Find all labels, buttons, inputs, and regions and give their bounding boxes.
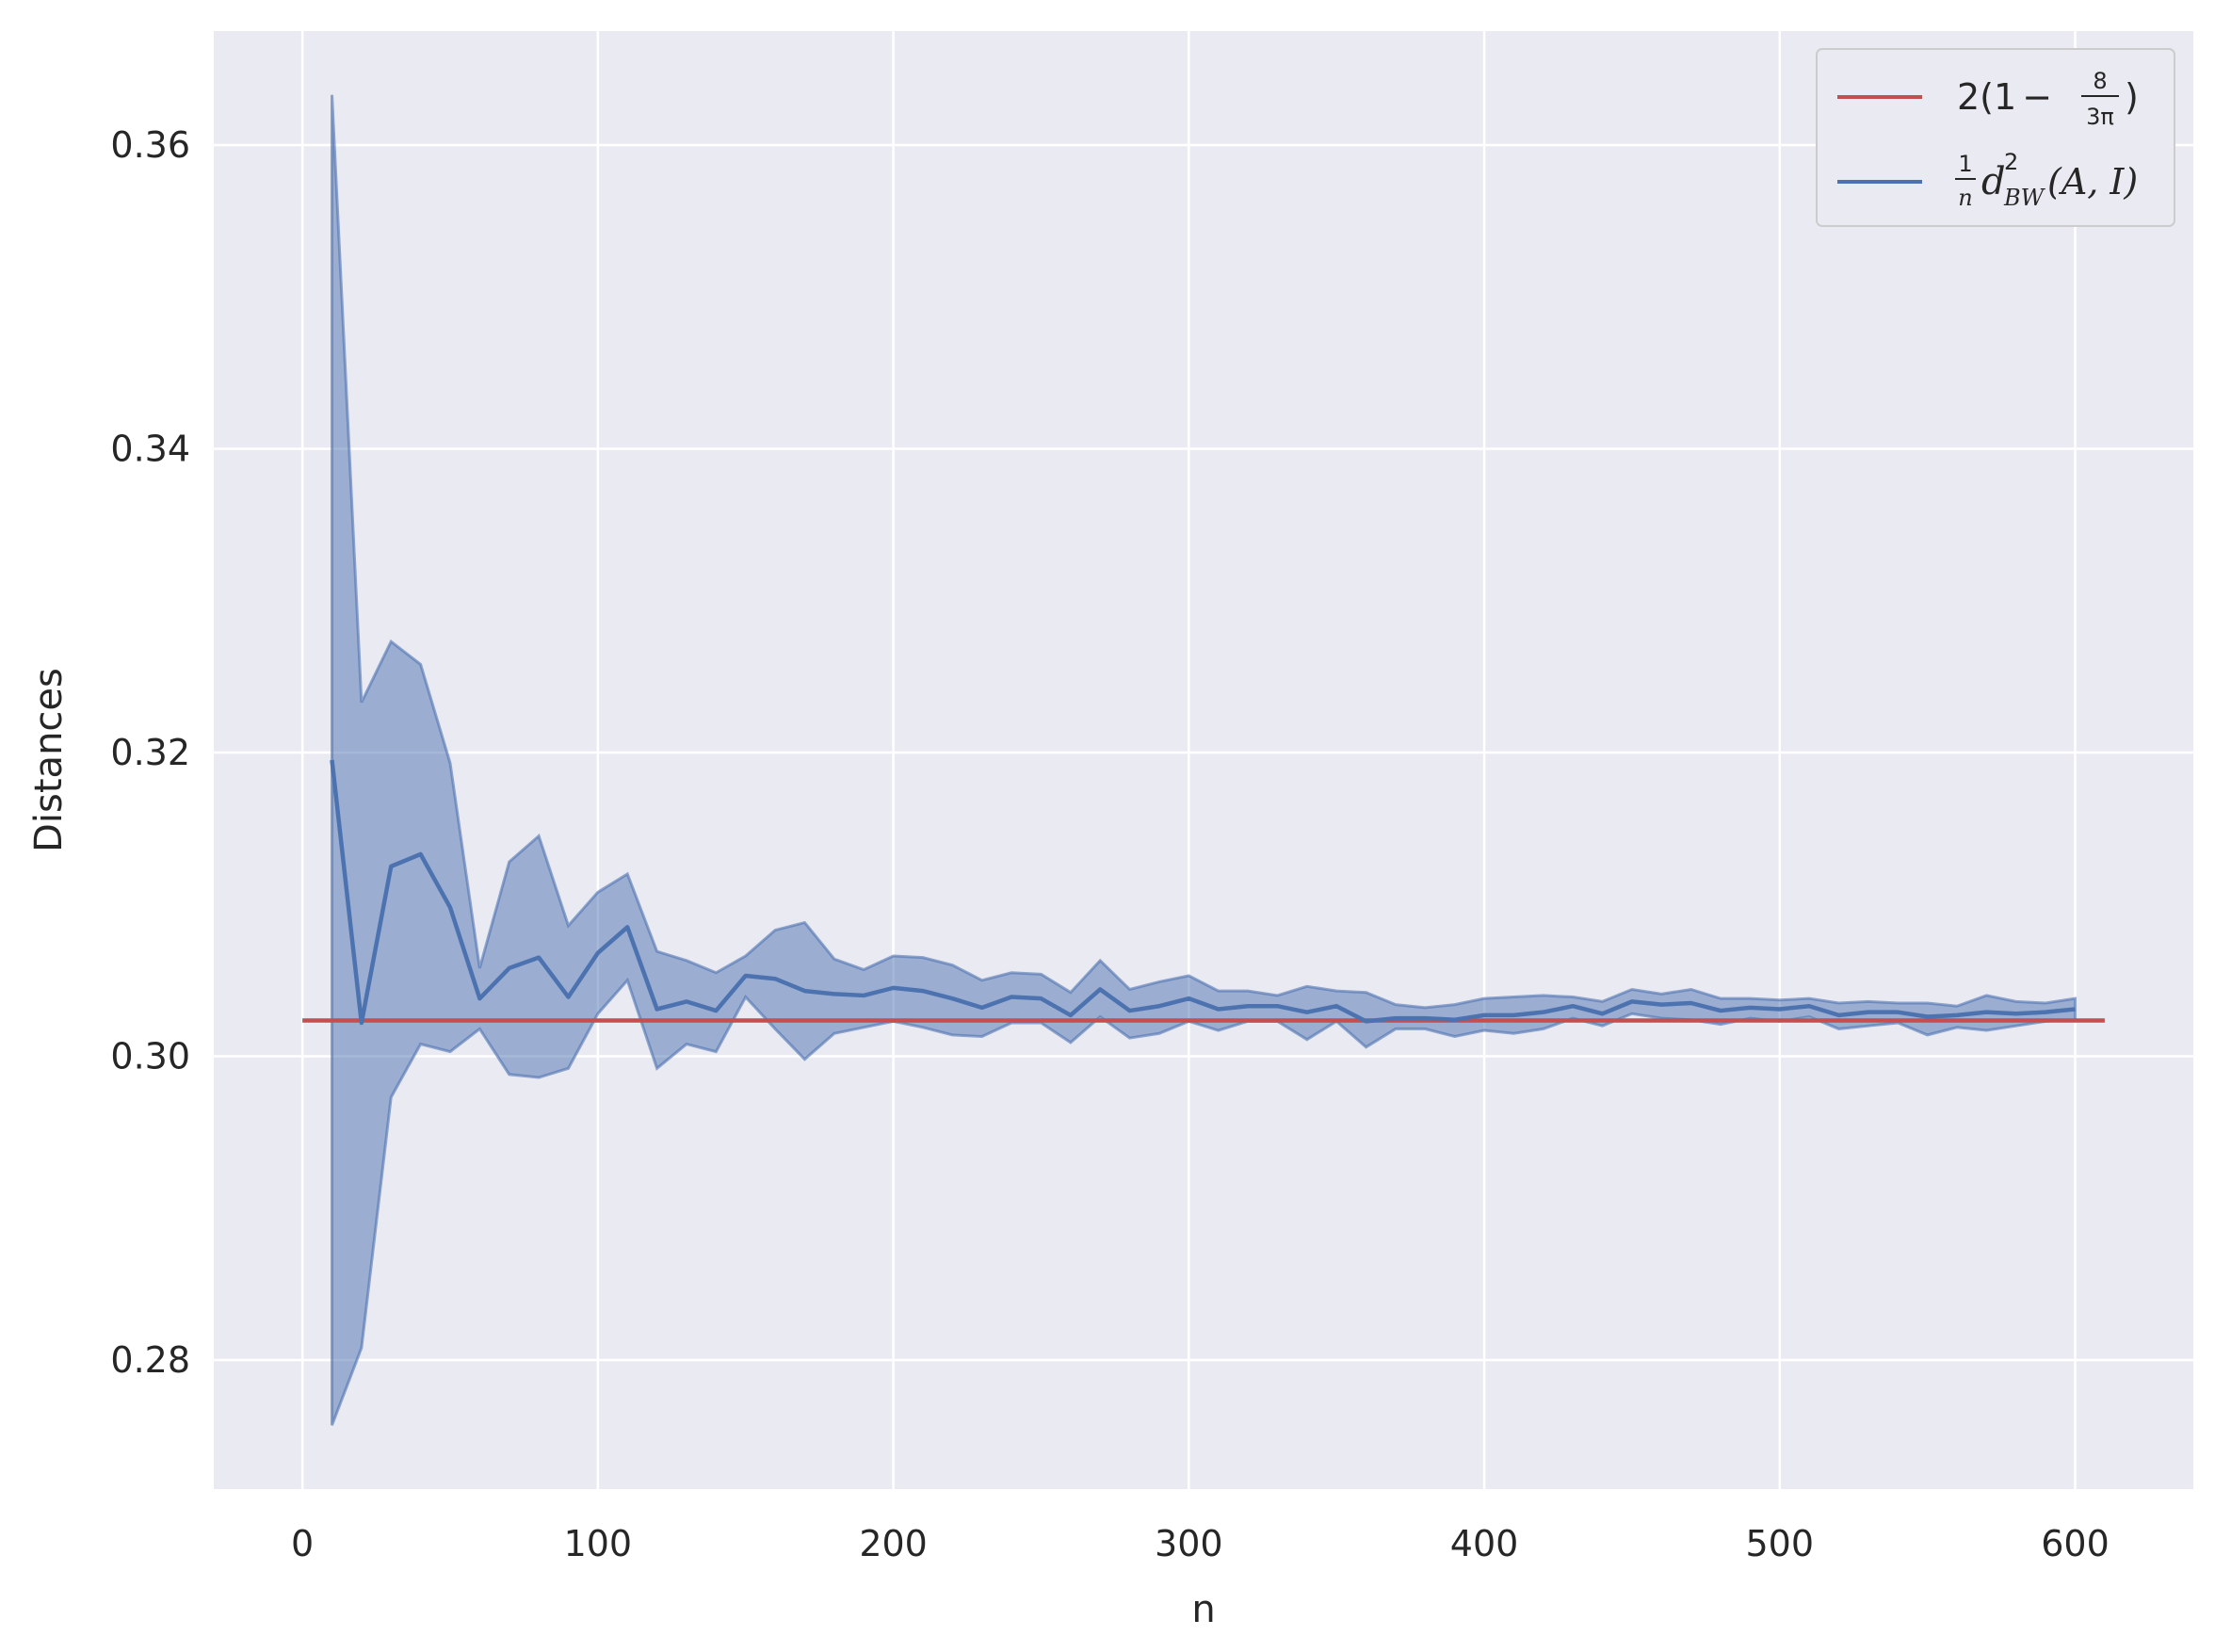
legend-1-suffix: ) xyxy=(2125,76,2139,118)
x-axis-label: n xyxy=(1191,1588,1215,1631)
legend-2-args: (A, I) xyxy=(2047,161,2138,202)
series-layer xyxy=(302,759,2105,1026)
legend-1-prefix: 2(1 xyxy=(1957,76,2016,118)
mean-line xyxy=(330,759,2076,1026)
legend: 2(1− 8 3π ) 1 n d 2 BW (A, I) xyxy=(1816,48,2175,227)
y-tick-label: 0.36 xyxy=(110,124,190,166)
legend-1-frac-den: 3π xyxy=(2086,104,2114,130)
legend-2-superscript: 2 xyxy=(2004,149,2018,175)
x-tick-label: 400 xyxy=(1450,1523,1519,1564)
y-tick-label: 0.28 xyxy=(110,1339,190,1381)
x-tick-label: 600 xyxy=(2041,1523,2110,1564)
y-tick-labels: 0.28 0.30 0.32 0.34 0.36 xyxy=(110,124,190,1381)
plot-background xyxy=(214,31,2193,1489)
x-tick-label: 500 xyxy=(1746,1523,1815,1564)
x-tick-label: 200 xyxy=(859,1523,928,1564)
y-tick-label: 0.30 xyxy=(110,1035,190,1077)
legend-2-frac-den: n xyxy=(1958,185,1972,211)
gridlines xyxy=(214,31,2193,1489)
y-tick-label: 0.32 xyxy=(110,732,190,773)
legend-2-symbol: d xyxy=(1981,160,2006,203)
legend-1-minus: − xyxy=(2022,76,2052,118)
x-tick-label: 100 xyxy=(564,1523,633,1564)
legend-2-subscript: BW xyxy=(2003,185,2046,211)
x-tick-label: 0 xyxy=(291,1523,314,1564)
legend-1-frac-num: 8 xyxy=(2093,68,2107,94)
y-tick-label: 0.34 xyxy=(110,428,190,469)
legend-2-frac-num: 1 xyxy=(1958,151,1972,177)
x-tick-label: 300 xyxy=(1155,1523,1223,1564)
x-tick-labels: 0 100 200 300 400 500 600 xyxy=(291,1523,2110,1564)
legend-label-constant: 2(1− xyxy=(1957,76,2052,118)
y-axis-label: Distances xyxy=(27,668,71,852)
